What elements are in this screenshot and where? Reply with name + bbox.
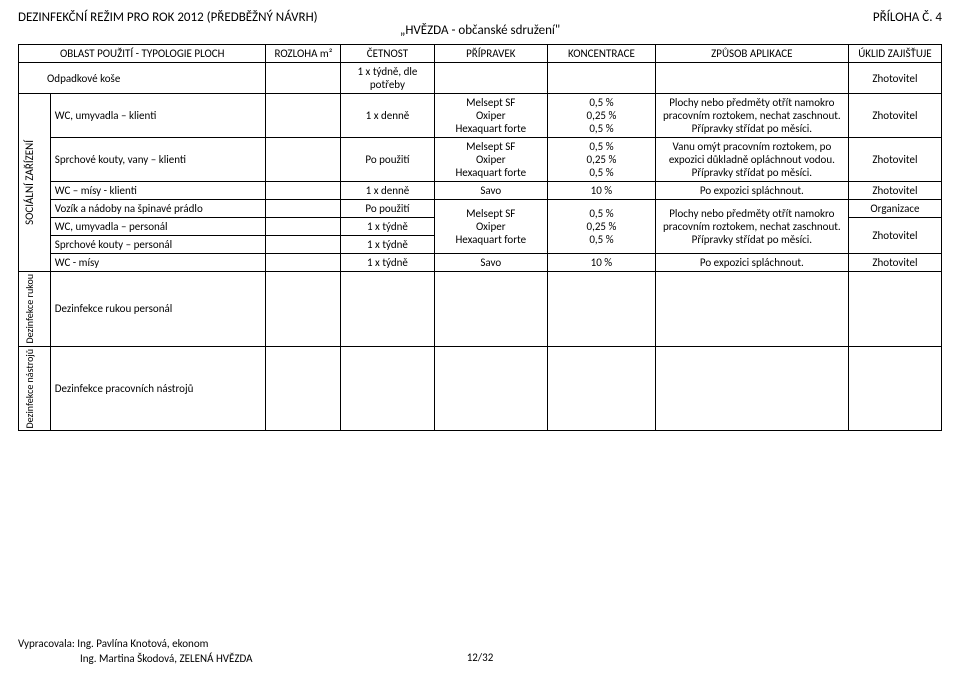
cell-cetnost: 1 x denně bbox=[341, 182, 434, 200]
cell-label: WC, umyvadla – klienti bbox=[50, 94, 266, 138]
cell-kon: 0,5 % 0,25 % 0,5 % bbox=[548, 200, 656, 254]
cell-kon: 10 % bbox=[548, 254, 656, 272]
appendix-label: PŘÍLOHA Č. 4 bbox=[873, 10, 942, 25]
section-social: SOCIÁLNÍ ZAŘÍZENÍ bbox=[19, 94, 51, 272]
cell-kon: 0,5 % 0,25 % 0,5 % bbox=[548, 138, 656, 182]
cell-rozloha bbox=[266, 200, 341, 218]
cell-prip bbox=[434, 63, 548, 94]
cell-zaj: Organizace bbox=[848, 200, 941, 218]
col-zpusob: ZPŮSOB APLIKACE bbox=[655, 45, 848, 63]
cell-cetnost bbox=[341, 346, 434, 430]
col-pripravek: PŘÍPRAVEK bbox=[434, 45, 548, 63]
doc-title: DEZINFEKČNÍ REŽIM PRO ROK 2012 (PŘEDBĚŽN… bbox=[18, 10, 318, 25]
cell-zaj: Zhotovitel bbox=[848, 138, 941, 182]
cell-label: Vozík a nádoby na špinavé prádlo bbox=[50, 200, 266, 218]
col-cetnost: ČETNOST bbox=[341, 45, 434, 63]
cell-zaj: Zhotovitel bbox=[848, 94, 941, 138]
table-row: Dezinfekce rukou Dezinfekce rukou person… bbox=[19, 272, 942, 347]
cell-cetnost: 1 x týdně, dle potřeby bbox=[341, 63, 434, 94]
cell-rozloha bbox=[266, 272, 341, 347]
cell-zp: Po expozici spláchnout. bbox=[655, 182, 848, 200]
cell-prip bbox=[434, 272, 548, 347]
cell-prip bbox=[434, 346, 548, 430]
section-ruce: Dezinfekce rukou bbox=[19, 272, 51, 347]
page-number: 12/32 bbox=[467, 651, 494, 664]
cell-rozloha bbox=[266, 236, 341, 254]
cell-zaj: Zhotovitel bbox=[848, 218, 941, 254]
cell-label: Sprchové kouty – personál bbox=[50, 236, 266, 254]
cell-label: WC - mísy bbox=[50, 254, 266, 272]
cell-zaj: Zhotovitel bbox=[848, 63, 941, 94]
cell-zp bbox=[655, 346, 848, 430]
cell-zp bbox=[655, 272, 848, 347]
cell-zp: Vanu omýt pracovním roztokem, po expozic… bbox=[655, 138, 848, 182]
cell-zp bbox=[655, 63, 848, 94]
cell-label: WC, umyvadla – personál bbox=[50, 218, 266, 236]
col-koncentrace: KONCENTRACE bbox=[548, 45, 656, 63]
cell-rozloha bbox=[266, 346, 341, 430]
footer-line1: Vypracovala: Ing. Pavlína Knotová, ekono… bbox=[18, 637, 253, 651]
cell-label: Dezinfekce pracovních nástrojů bbox=[50, 346, 266, 430]
cell-rozloha bbox=[266, 218, 341, 236]
table-row: Dezinfekce nástrojů Dezinfekce pracovníc… bbox=[19, 346, 942, 430]
cell-kon: 10 % bbox=[548, 182, 656, 200]
cell-rozloha bbox=[266, 63, 341, 94]
cell-cetnost: Po použití bbox=[341, 200, 434, 218]
cell-prip: Melsept SF Oxiper Hexaquart forte bbox=[434, 200, 548, 254]
col-oblast: OBLAST POUŽITÍ - TYPOLOGIE PLOCH bbox=[19, 45, 266, 63]
footer-authors: Vypracovala: Ing. Pavlína Knotová, ekono… bbox=[18, 637, 253, 666]
cell-cetnost bbox=[341, 272, 434, 347]
table-row: WC - mísy 1 x týdně Savo 10 % Po expozic… bbox=[19, 254, 942, 272]
cell-label: Odpadkové koše bbox=[19, 63, 266, 94]
cell-prip: Melsept SF Oxiper Hexaquart forte bbox=[434, 94, 548, 138]
cell-cetnost: 1 x týdně bbox=[341, 236, 434, 254]
cell-kon bbox=[548, 346, 656, 430]
cell-rozloha bbox=[266, 94, 341, 138]
table-header-row: OBLAST POUŽITÍ - TYPOLOGIE PLOCH ROZLOHA… bbox=[19, 45, 942, 63]
cell-zaj: Zhotovitel bbox=[848, 254, 941, 272]
cell-zp: Plochy nebo předměty otřít namokro praco… bbox=[655, 200, 848, 254]
cell-zaj bbox=[848, 346, 941, 430]
cell-zaj bbox=[848, 272, 941, 347]
cell-label: WC – mísy - klienti bbox=[50, 182, 266, 200]
cell-prip: Savo bbox=[434, 254, 548, 272]
cell-cetnost: 1 x denně bbox=[341, 94, 434, 138]
cell-kon bbox=[548, 63, 656, 94]
cell-zp: Po expozici spláchnout. bbox=[655, 254, 848, 272]
cell-label: Dezinfekce rukou personál bbox=[50, 272, 266, 347]
cell-cetnost: 1 x týdně bbox=[341, 218, 434, 236]
cell-rozloha bbox=[266, 254, 341, 272]
cell-cetnost: Po použití bbox=[341, 138, 434, 182]
cell-zaj: Zhotovitel bbox=[848, 182, 941, 200]
cell-zp: Plochy nebo předměty otřít namokro praco… bbox=[655, 94, 848, 138]
doc-subtitle: „HVĚZDA - občanské sdružení" bbox=[18, 23, 942, 38]
main-table: OBLAST POUŽITÍ - TYPOLOGIE PLOCH ROZLOHA… bbox=[18, 44, 942, 431]
cell-prip: Savo bbox=[434, 182, 548, 200]
table-row: Sprchové kouty, vany – klienti Po použit… bbox=[19, 138, 942, 182]
table-row: WC – mísy - klienti 1 x denně Savo 10 % … bbox=[19, 182, 942, 200]
cell-kon: 0,5 % 0,25 % 0,5 % bbox=[548, 94, 656, 138]
table-row: Odpadkové koše 1 x týdně, dle potřeby Zh… bbox=[19, 63, 942, 94]
cell-label: Sprchové kouty, vany – klienti bbox=[50, 138, 266, 182]
cell-prip: Melsept SF Oxiper Hexaquart forte bbox=[434, 138, 548, 182]
cell-rozloha bbox=[266, 182, 341, 200]
table-row: SOCIÁLNÍ ZAŘÍZENÍ WC, umyvadla – klienti… bbox=[19, 94, 942, 138]
col-uklid: ÚKLID ZAJIŠŤUJE bbox=[848, 45, 941, 63]
section-nastroje: Dezinfekce nástrojů bbox=[19, 346, 51, 430]
table-row: Vozík a nádoby na špinavé prádlo Po použ… bbox=[19, 200, 942, 218]
footer-line2: Ing. Martina Škodová, ZELENÁ HVĚZDA bbox=[18, 652, 253, 666]
cell-kon bbox=[548, 272, 656, 347]
col-rozloha: ROZLOHA m² bbox=[266, 45, 341, 63]
cell-cetnost: 1 x týdně bbox=[341, 254, 434, 272]
cell-rozloha bbox=[266, 138, 341, 182]
